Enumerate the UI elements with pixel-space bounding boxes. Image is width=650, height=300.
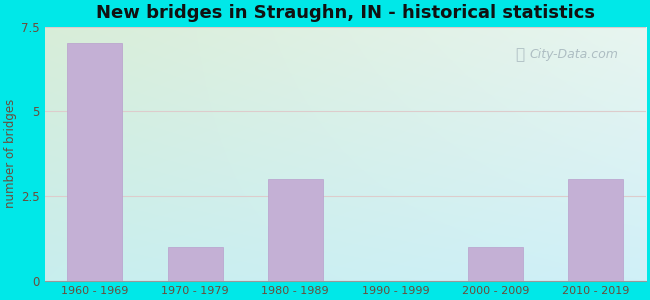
Bar xyxy=(168,247,222,281)
Title: New bridges in Straughn, IN - historical statistics: New bridges in Straughn, IN - historical… xyxy=(96,4,595,22)
Text: ⓘ: ⓘ xyxy=(515,47,524,62)
Text: City-Data.com: City-Data.com xyxy=(529,48,618,61)
Bar xyxy=(468,247,523,281)
Bar xyxy=(568,179,623,281)
Bar xyxy=(68,44,122,281)
Y-axis label: number of bridges: number of bridges xyxy=(4,99,17,208)
Bar xyxy=(268,179,323,281)
